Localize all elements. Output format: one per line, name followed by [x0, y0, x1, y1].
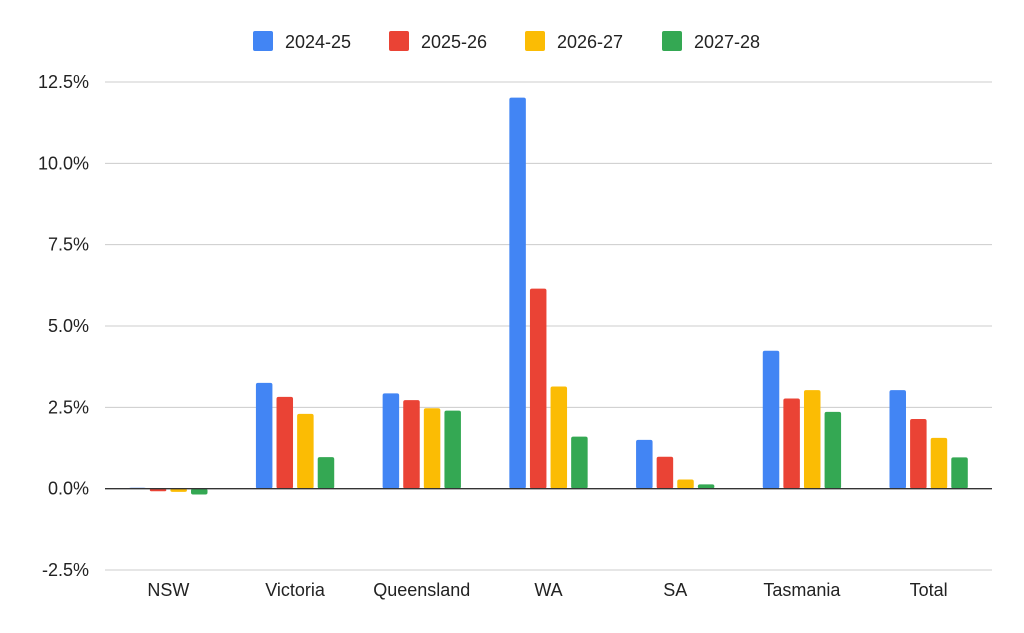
x-category-label: WA — [534, 580, 562, 600]
x-category-label: Queensland — [373, 580, 470, 600]
legend-label: 2027-28 — [694, 32, 760, 52]
bar-queensland-2025-26 — [403, 400, 420, 489]
bar-wa-2026-27 — [550, 386, 568, 489]
legend-swatch — [662, 31, 682, 51]
y-axis: -2.5% 0.0% 2.5% 5.0% 7.5% 10.0% 12.5% — [38, 72, 89, 580]
bar-nsw-2027-28 — [191, 488, 208, 495]
y-tick-label: 0.0% — [48, 479, 89, 499]
x-category-label: NSW — [147, 580, 189, 600]
x-category-label: Total — [910, 580, 948, 600]
bar-wa-2027-28 — [571, 436, 588, 489]
gridlines — [105, 81, 992, 571]
legend-label: 2026-27 — [557, 32, 623, 52]
bar-tasmania-2027-28 — [824, 411, 842, 489]
x-category-label: SA — [663, 580, 687, 600]
bar-sa-2026-27 — [677, 479, 694, 489]
bar-victoria-2026-27 — [297, 413, 314, 489]
bar-victoria-2025-26 — [276, 396, 294, 489]
bar-sa-2025-26 — [656, 456, 674, 489]
y-tick-label: 10.0% — [38, 153, 89, 173]
y-tick-label: 2.5% — [48, 397, 89, 417]
y-tick-label: -2.5% — [42, 560, 89, 580]
bar-tasmania-2025-26 — [783, 398, 800, 489]
bar-victoria-2027-28 — [317, 457, 335, 489]
bar-tasmania-2026-27 — [803, 390, 821, 489]
legend-label: 2025-26 — [421, 32, 487, 52]
legend-label: 2024-25 — [285, 32, 351, 52]
bar-victoria-2024-25 — [255, 382, 273, 489]
bars — [129, 97, 968, 495]
bar-queensland-2026-27 — [423, 408, 441, 489]
x-category-label: Tasmania — [763, 580, 841, 600]
bar-queensland-2027-28 — [444, 410, 461, 489]
bar-queensland-2024-25 — [382, 393, 400, 489]
bar-wa-2024-25 — [509, 97, 526, 489]
legend-swatch — [525, 31, 545, 51]
bar-total-2025-26 — [910, 419, 927, 489]
x-category-label: Victoria — [265, 580, 326, 600]
bar-nsw-2026-27 — [170, 488, 187, 492]
legend-swatch — [253, 31, 273, 51]
legend-swatch — [389, 31, 409, 51]
bar-wa-2025-26 — [529, 288, 547, 489]
y-tick-label: 5.0% — [48, 316, 89, 336]
bar-nsw-2025-26 — [149, 488, 167, 492]
bar-total-2027-28 — [951, 457, 968, 489]
bar-total-2026-27 — [930, 437, 948, 489]
x-axis: NSW Victoria Queensland WA SA Tasmania Total — [147, 580, 947, 600]
bar-tasmania-2024-25 — [762, 350, 780, 489]
bar-sa-2027-28 — [697, 484, 715, 489]
bar-total-2024-25 — [889, 390, 906, 489]
bar-sa-2024-25 — [636, 439, 653, 489]
y-tick-label: 12.5% — [38, 72, 89, 92]
legend: 2024-25 2025-26 2026-27 2027-28 — [253, 31, 760, 52]
y-tick-label: 7.5% — [48, 235, 89, 255]
